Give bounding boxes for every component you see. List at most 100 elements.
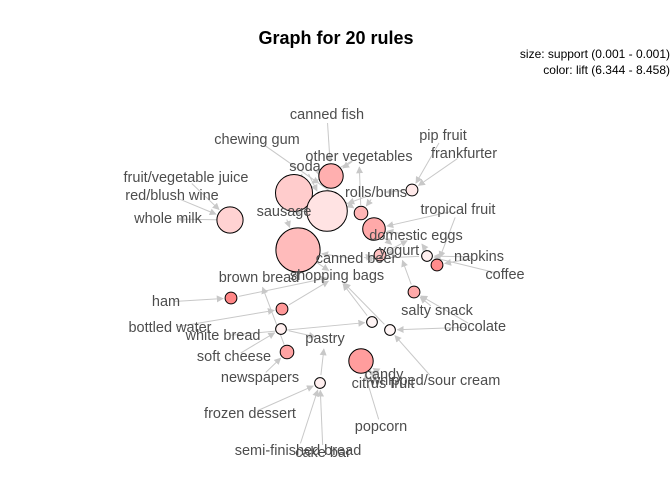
- edge-in-rule-5: [342, 161, 353, 169]
- rule-node-16: [279, 344, 295, 360]
- edge-in-rule-5: [326, 122, 334, 163]
- edge-in-rule-20: [387, 248, 395, 256]
- item-label: popcorn: [355, 419, 407, 435]
- rule-node-18: [407, 285, 421, 299]
- item-label: semi-finished bread: [235, 443, 362, 459]
- edge-in-rule-4: [179, 198, 217, 216]
- item-label: tropical fruit: [421, 202, 496, 218]
- item-label: napkins: [454, 249, 504, 265]
- rule-node-3: [306, 190, 348, 232]
- rule-node-6: [362, 217, 386, 241]
- edge-in-rule-14: [240, 332, 276, 354]
- rule-node-7: [348, 348, 374, 374]
- edge-in-rule-17: [433, 255, 498, 274]
- edge-out-rule-20: [386, 240, 408, 252]
- item-label: canned fish: [290, 107, 364, 123]
- item-label: ham: [152, 294, 180, 310]
- item-label: citrus fruit: [352, 376, 415, 392]
- item-label: rolls/buns: [345, 185, 407, 201]
- edge-in-rule-13: [438, 217, 456, 259]
- edge-out-rule-11: [288, 280, 330, 306]
- edge-in-rule-8: [365, 198, 373, 207]
- legend-color: color: lift (6.344 - 8.458): [543, 63, 670, 77]
- item-label: sausage: [257, 204, 312, 220]
- item-label: frozen dessert: [204, 406, 296, 422]
- graph-title: Graph for 20 rules: [258, 28, 414, 48]
- item-label: yogurt: [379, 243, 419, 259]
- edge-out-rule-16: [261, 286, 285, 345]
- edge-in-rule-19: [257, 385, 314, 412]
- rule-node-13: [430, 258, 444, 272]
- edge-out-rule-8: [356, 166, 364, 206]
- edge-in-rule-16: [265, 357, 282, 373]
- item-label: red/blush wine: [125, 188, 219, 204]
- edge-in-rule-4: [191, 183, 220, 211]
- edge-in-rule-1: [321, 251, 349, 259]
- label-layer: canned fish chewing gum pip fruit frankfurt…: [124, 107, 525, 461]
- edge-in-rule-15: [394, 334, 431, 376]
- rule-node-5: [318, 163, 344, 189]
- edge-in-rule-6: [386, 228, 409, 236]
- edge-in-rule-13: [444, 258, 472, 266]
- item-label: whole milk: [133, 211, 202, 227]
- rule-node-19: [314, 377, 326, 389]
- item-label: pastry: [305, 331, 345, 347]
- legend-size: size: support (0.001 - 0.001): [519, 47, 670, 61]
- edge-out-rule-15: [343, 282, 385, 325]
- edge-in-rule-9: [415, 142, 440, 184]
- item-label: brown bread: [219, 270, 300, 286]
- edge-out-rule-18: [401, 259, 412, 285]
- edge-in-rule-19: [317, 389, 325, 446]
- edge-in-rule-9: [417, 158, 458, 186]
- edge-in-rule-15: [396, 326, 468, 334]
- item-label: frankfurter: [431, 146, 497, 162]
- item-label: bottled water: [128, 320, 211, 336]
- item-label: white bread: [185, 328, 261, 344]
- rule-node-11: [275, 302, 289, 316]
- item-label: salty snack: [401, 303, 473, 319]
- item-label: candy: [365, 367, 404, 383]
- edge-out-rule-4: [177, 215, 223, 223]
- edge-in-rule-19: [299, 389, 320, 444]
- edge-in-rule-6: [386, 211, 451, 229]
- item-label: whipped/sour cream: [369, 373, 501, 389]
- item-label: cake bar: [295, 445, 351, 461]
- edge-layer: [173, 122, 498, 446]
- rule-node-1: [275, 227, 321, 273]
- item-label: pip fruit: [419, 128, 467, 144]
- rule-node-4: [216, 206, 244, 234]
- edge-out-rule-14: [288, 330, 316, 339]
- item-label: newspapers: [221, 370, 299, 386]
- edge-in-rule-7: [363, 373, 380, 420]
- edge-out-rule-19: [319, 348, 327, 376]
- edge-in-rule-11: [177, 307, 275, 328]
- edge-in-rule-20: [363, 253, 373, 261]
- legend: size: support (0.001 - 0.001) color: lif…: [520, 46, 670, 78]
- edge-in-rule-1: [284, 219, 291, 229]
- rule-node-15: [384, 324, 396, 336]
- item-label: chocolate: [444, 319, 506, 335]
- edge-in-rule-10: [173, 295, 224, 303]
- rule-node-2: [275, 174, 313, 212]
- item-label: other vegetables: [305, 149, 412, 165]
- rule-node-17: [421, 250, 433, 262]
- rule-node-12: [366, 316, 378, 328]
- rule-node-20: [373, 248, 387, 262]
- item-label: soda: [289, 159, 321, 175]
- item-label: fruit/vegetable juice: [124, 170, 249, 186]
- item-label: chewing gum: [214, 132, 299, 148]
- rule-node-8: [353, 205, 369, 221]
- item-label: coffee: [485, 267, 524, 283]
- edge-out-rule-9: [385, 188, 405, 196]
- edge-in-rule-18: [420, 295, 469, 324]
- edge-in-rule-12: [230, 319, 366, 336]
- node-layer: [216, 163, 444, 389]
- item-label: soft cheese: [197, 349, 271, 365]
- rule-node-14: [275, 323, 287, 335]
- item-label: domestic eggs: [369, 228, 463, 244]
- item-label: canned beer: [316, 251, 397, 267]
- edge-out-rule-10: [238, 275, 328, 297]
- rule-node-10: [224, 291, 238, 305]
- item-label: shopping bags: [290, 268, 384, 284]
